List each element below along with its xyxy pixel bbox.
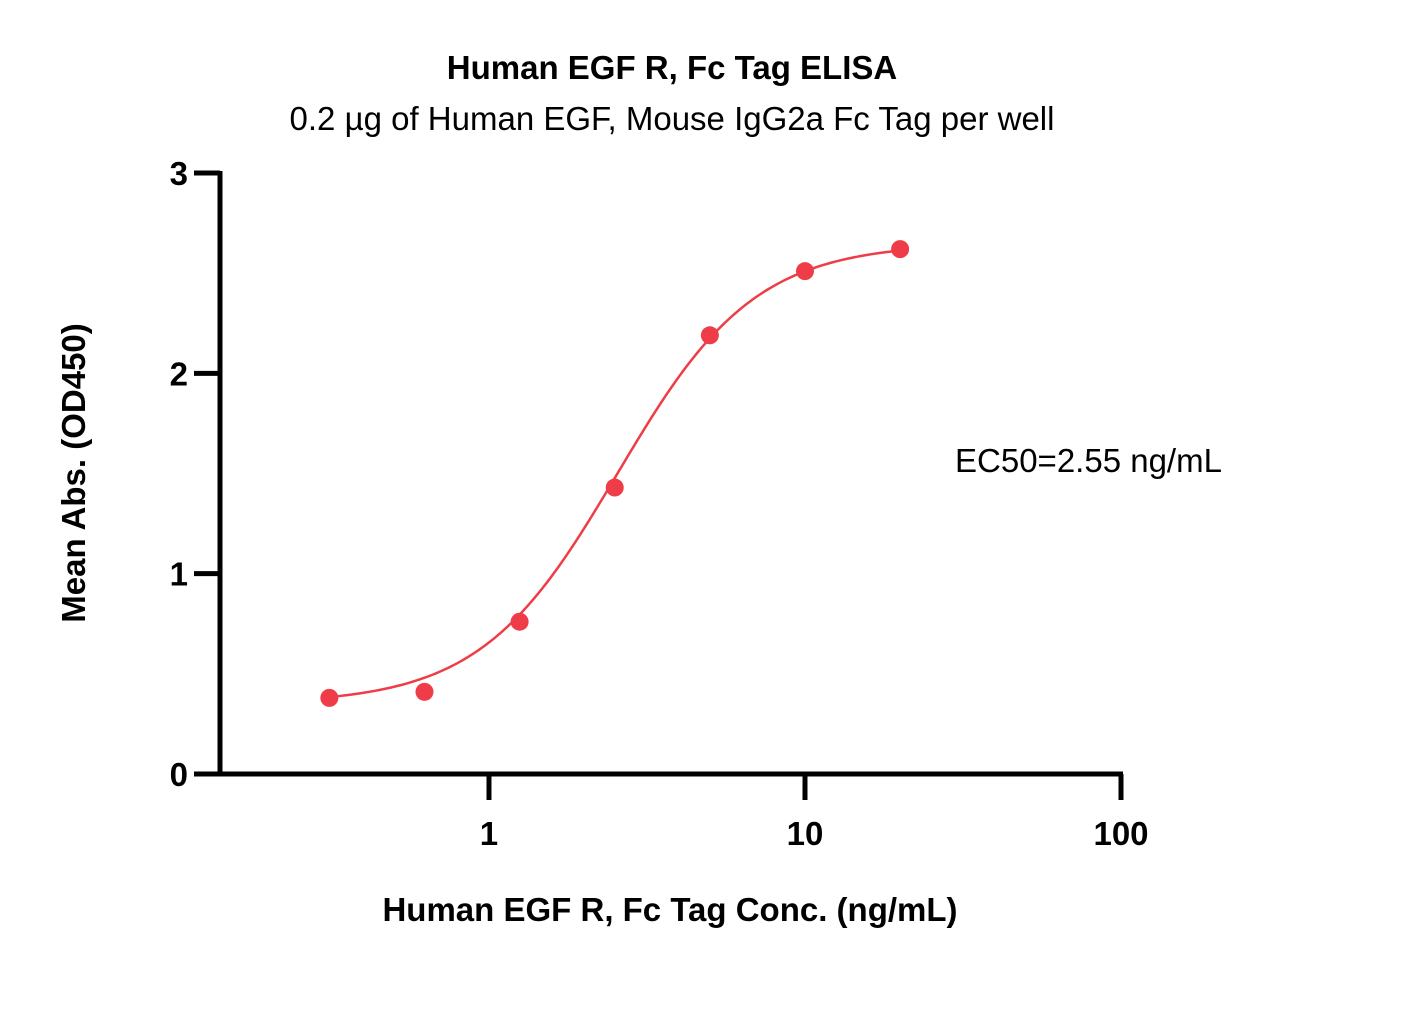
x-tick-label: 100 (1093, 815, 1148, 852)
data-point (605, 478, 624, 497)
chart-subtitle: 0.2 µg of Human EGF, Mouse IgG2a Fc Tag … (290, 100, 1055, 137)
data-point (795, 262, 814, 281)
fit-curve-layer (329, 249, 901, 699)
data-point (320, 688, 339, 707)
data-point (415, 682, 434, 701)
data-point (510, 612, 529, 631)
y-tick-label: 2 (170, 355, 188, 392)
y-tick-label: 1 (170, 556, 188, 593)
x-tick-label: 1 (480, 815, 498, 852)
x-tick-label: 10 (787, 815, 824, 852)
y-tick-label: 0 (170, 756, 188, 793)
data-points-layer (320, 240, 910, 707)
y-tick-label: 3 (170, 155, 188, 192)
axes-layer (194, 170, 1124, 800)
tick-labels-layer: 0 1 2 3 1 10 100 (170, 155, 1149, 852)
plot-area: 0 1 2 3 1 10 100 (170, 155, 1149, 852)
ec50-annotation: EC50=2.55 ng/mL (955, 442, 1222, 479)
data-point (700, 326, 719, 345)
chart-title: Human EGF R, Fc Tag ELISA (447, 49, 897, 86)
data-point (891, 240, 910, 259)
x-axis-label: Human EGF R, Fc Tag Conc. (ng/mL) (382, 891, 957, 928)
y-axis-label: Mean Abs. (OD450) (55, 323, 92, 623)
fit-curve-line (329, 249, 901, 699)
